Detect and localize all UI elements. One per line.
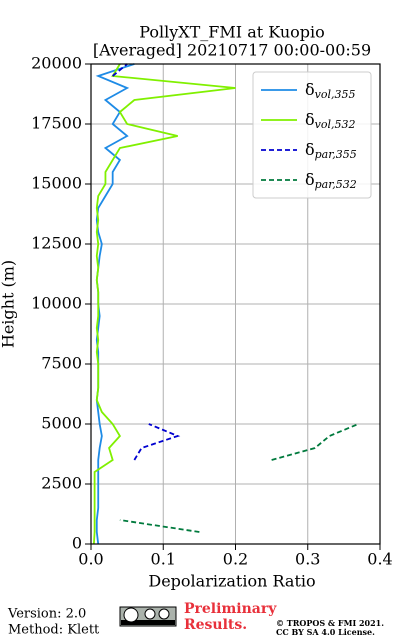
legend-subscript: vol,532 [315,118,356,131]
plot-frame [90,63,381,545]
y-tick-label: 2500 [41,474,82,493]
chart-title: [Averaged] 20210717 00:00-00:59 [93,41,371,60]
x-tick-label: 0.0 [78,550,103,569]
legend-label: δvol,532 [305,110,356,132]
cc-badge [119,606,177,627]
notice: Results. [184,617,247,633]
legend-symbol: δ [305,140,315,159]
y-tick-label: 7500 [41,354,82,373]
notice: Preliminary [184,601,277,617]
version: Version: 2.0 [7,607,86,622]
y-axis-label: Height (m) [0,260,18,348]
legend-box [252,71,372,199]
legend-symbol: δ [305,110,315,129]
chart-title: PollyXT_FMI at Kuopio [139,23,325,42]
legend-label: δvol,355 [305,80,356,102]
x-tick-label: 0.4 [367,550,392,569]
legend-subscript: par,355 [315,148,357,161]
series-line [120,304,358,532]
legend-subscript: par,532 [315,178,357,191]
method: Method: Klett [8,623,100,638]
y-tick-label: 17500 [31,114,82,133]
legend-symbol: δ [305,80,315,99]
y-tick-label: 0 [72,534,82,553]
x-tick-label: 0.2 [223,550,248,569]
x-axis-label: Depolarization Ratio [148,572,315,591]
copyright: CC BY SA 4.0 License. [276,627,375,637]
legend-label: δpar,532 [305,170,357,192]
y-tick-label: 20000 [31,54,82,73]
y-tick-label: 10000 [31,294,82,313]
y-tick-label: 15000 [31,174,82,193]
series-line [92,63,236,545]
legend-subscript: vol,355 [315,88,356,101]
y-tick-label: 5000 [41,414,82,433]
y-tick-label: 12500 [31,234,82,253]
legend-symbol: δ [305,170,315,189]
legend-label: δpar,355 [305,140,357,162]
x-tick-label: 0.3 [295,550,320,569]
x-tick-label: 0.1 [151,550,176,569]
copyright: © TROPOS & FMI 2021. [276,618,384,628]
series-line [112,63,181,461]
